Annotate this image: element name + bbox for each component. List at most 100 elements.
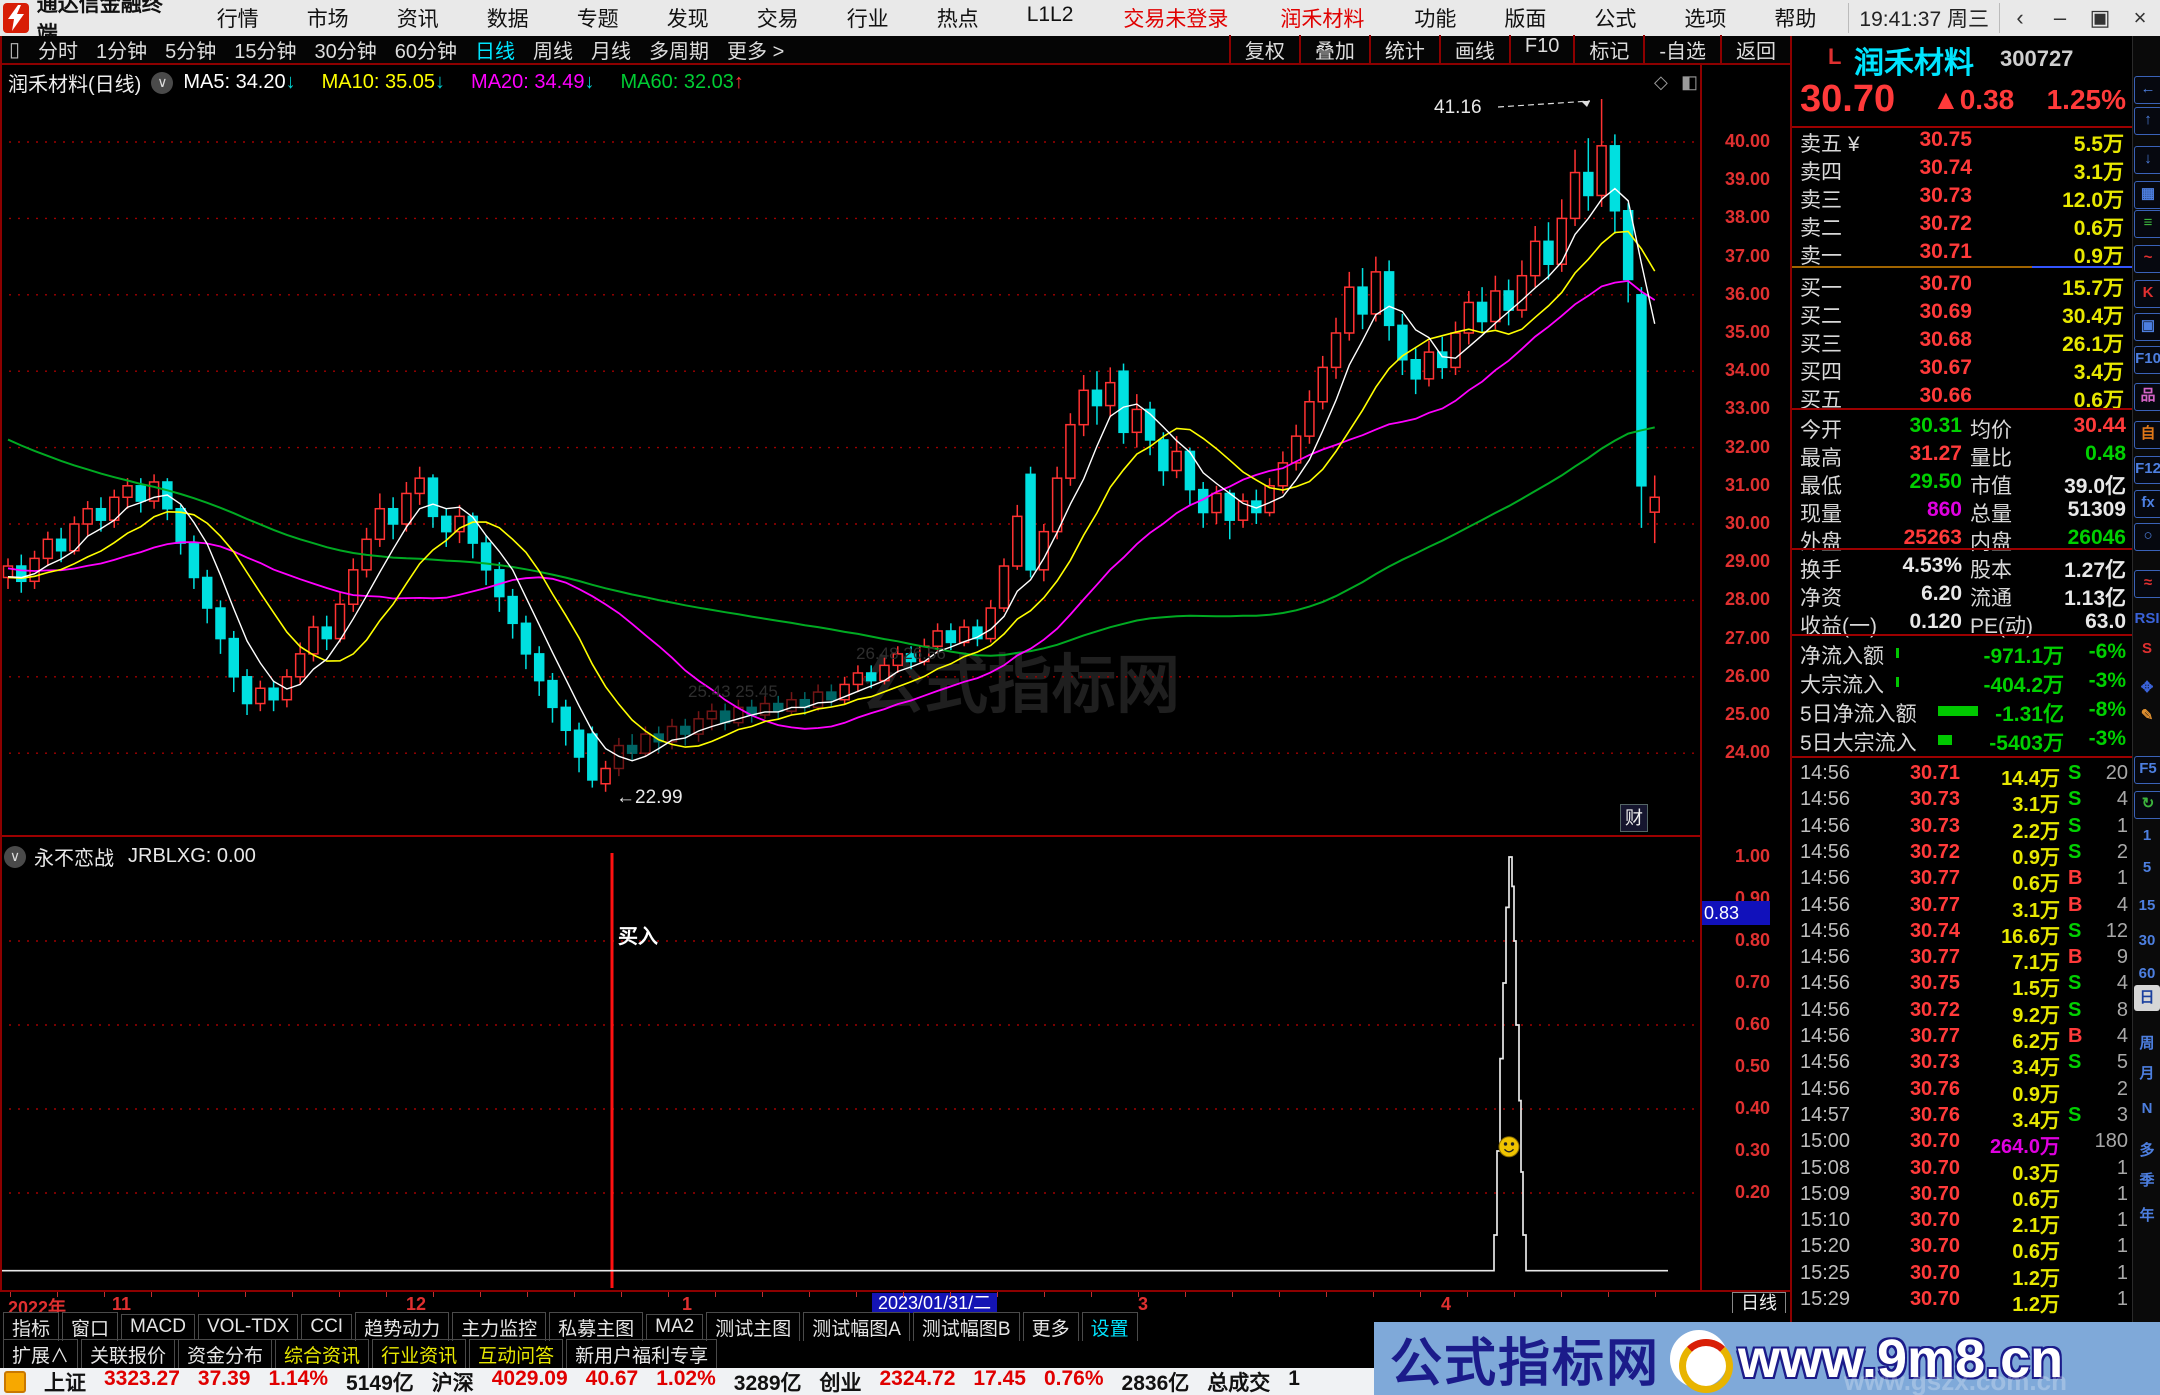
tab-MACD[interactable]: MACD [121,1314,195,1340]
period-60[interactable]: 60 [2138,965,2156,982]
quote-row-买四[interactable]: 买四 30.67 3.4万 [1800,356,2124,384]
tick-row[interactable]: 14:57 30.76 3.4万 S 3 [1800,1103,2128,1132]
period-周线[interactable]: 周线 [533,41,574,63]
tab-CCI[interactable]: CCI [301,1314,353,1340]
tick-row[interactable]: 14:56 30.72 0.9万 S 2 [1800,840,2128,869]
menu-item-选项[interactable]: 选项 [1684,8,1727,31]
rsi-icon[interactable]: RSI [2134,610,2160,627]
back-button[interactable]: ‹ [2016,5,2024,30]
split-window-icon[interactable]: ◧ [1681,72,1699,92]
custom-icon[interactable]: 自 [2134,421,2160,449]
period-5[interactable]: 5 [2142,859,2152,876]
menu-item-发现[interactable]: 发现 [666,8,709,31]
menu-item-热点[interactable]: 热点 [936,8,979,31]
quote-row-卖三[interactable]: 卖三 30.73 12.0万 [1800,184,2124,212]
circle-icon[interactable]: ○ [2134,523,2160,551]
toolbar-叠加[interactable]: 叠加 [1298,35,1369,64]
tick-row[interactable]: 14:56 30.77 6.2万 B 4 [1800,1025,2128,1053]
tick-row[interactable]: 14:56 30.77 0.6万 B 1 [1800,867,2128,896]
quote-board-icon[interactable]: ▦ [2134,181,2160,209]
period-日线[interactable]: 日线 [475,41,516,63]
quote-row-卖五[interactable]: 卖五 ¥30.75 5.5万 [1800,128,2124,156]
f12-icon[interactable]: F12 [2134,456,2160,484]
menu-item-L1L2[interactable]: L1L2 [1026,3,1074,26]
f5-icon[interactable]: F5 [2134,756,2160,784]
tick-row[interactable]: 14:56 30.71 14.4万 S 20 [1800,762,2128,790]
f10-icon[interactable]: F10 [2134,346,2160,374]
menu-item-市场[interactable]: 市场 [306,8,349,31]
toolbar-标记[interactable]: 标记 [1573,35,1643,64]
tick-row[interactable]: 15:25 30.70 1.2万 1 [1800,1261,2128,1290]
menu-item-功能[interactable]: 功能 [1414,8,1457,31]
period-15[interactable]: 15 [2138,897,2156,914]
quote-row-卖一[interactable]: 卖一 30.71 0.9万 [1800,240,2124,268]
toolbar-画线[interactable]: 画线 [1438,35,1509,64]
tick-row[interactable]: 14:56 30.77 3.1万 B 4 [1800,893,2128,922]
trend-line-icon[interactable]: ~ [2134,245,2160,273]
tick-row[interactable]: 14:56 30.76 0.9万 2 [1800,1077,2128,1106]
period-5分钟[interactable]: 5分钟 [165,41,217,63]
date-highlight[interactable]: 2023/01/31/二 [872,1293,998,1313]
tab-主力监控[interactable]: 主力监控 [452,1311,547,1343]
structure-icon[interactable]: 品 [2134,383,2160,411]
pages-icon[interactable]: ▣ [2134,313,2160,341]
tab-MA2[interactable]: MA2 [646,1314,704,1340]
kline-icon[interactable]: K [2134,280,2160,308]
finance-badge[interactable]: 财 [1620,804,1648,832]
tab-VOL-TDX[interactable]: VOL-TDX [197,1314,299,1340]
back-arrow-icon[interactable]: ← [2134,76,2160,104]
tick-row[interactable]: 15:10 30.70 2.1万 1 [1800,1209,2128,1238]
period-year[interactable]: 年 [2139,1207,2155,1224]
tick-row[interactable]: 14:56 30.72 9.2万 S 8 [1800,998,2128,1027]
period-更多 >[interactable]: 更多 > [727,41,785,63]
tab-窗口[interactable]: 窗口 [62,1311,119,1343]
refresh-icon[interactable]: ↻ [2134,791,2160,819]
tick-row[interactable]: 14:56 30.73 2.2万 S 1 [1800,814,2128,843]
minimize-button[interactable]: – [2053,5,2067,30]
tick-row[interactable]: 15:00 30.70 264.0万 180 [1800,1130,2128,1159]
toolbar-返回[interactable]: 返回 [1720,35,1790,64]
pencil-icon[interactable]: ✎ [2140,707,2154,724]
quote-row-卖四[interactable]: 卖四 30.74 3.1万 [1800,156,2124,184]
period-month[interactable]: 月 [2139,1065,2155,1082]
close-button[interactable]: × [2133,5,2147,30]
menu-item-帮助[interactable]: 帮助 [1774,8,1817,31]
menu-item-数据[interactable]: 数据 [486,8,529,31]
menu-item-资讯[interactable]: 资讯 [396,8,439,31]
detail-list-icon[interactable]: ≡ [2134,210,2160,238]
quote-row-卖二[interactable]: 卖二 30.72 0.6万 [1800,212,2124,240]
tab-新用户福利专享[interactable]: 新用户福利专享 [566,1339,718,1370]
tab-资金分布[interactable]: 资金分布 [178,1339,273,1370]
tab-指标[interactable]: 指标 [3,1311,60,1343]
tick-row[interactable]: 14:56 30.73 3.4万 S 5 [1800,1051,2128,1080]
quote-row-买一[interactable]: 买一 30.70 15.7万 [1800,272,2124,300]
layout-icon[interactable]: ▯ [9,39,21,61]
indicator-chart[interactable]: 买入 [0,835,1700,1290]
period-n[interactable]: N [2141,1100,2153,1117]
tab-设置[interactable]: 设置 [1081,1311,1138,1343]
tick-row[interactable]: 15:20 30.70 0.6万 1 [1800,1235,2128,1264]
tick-row[interactable]: 15:09 30.70 0.6万 1 [1800,1182,2128,1211]
tab-更多[interactable]: 更多 [1022,1311,1079,1343]
indicator-collapse-icon[interactable]: ∨ [4,845,26,868]
tab-综合资讯[interactable]: 综合资讯 [275,1339,370,1370]
tab-关联报价[interactable]: 关联报价 [81,1339,176,1370]
menu-item-版面[interactable]: 版面 [1504,8,1547,31]
up-arrow-icon[interactable]: ↑ [2134,107,2160,135]
tab-私募主图[interactable]: 私募主图 [549,1311,644,1343]
period-quarter[interactable]: 季 [2139,1172,2155,1189]
menu-item-专题[interactable]: 专题 [576,8,619,31]
period-30分钟[interactable]: 30分钟 [314,41,377,63]
quote-row-买二[interactable]: 买二 30.69 30.4万 [1800,300,2124,328]
period-multi[interactable]: 多 [2139,1142,2155,1159]
tick-row[interactable]: 14:56 30.74 16.6万 S 12 [1800,919,2128,948]
signal-icon[interactable]: S [2141,640,2152,657]
move-icon[interactable]: ✥ [2140,679,2154,696]
diamond-icon[interactable]: ◇ [1654,72,1668,92]
wave-icon[interactable]: ≈ [2134,570,2160,598]
toolbar-F10[interactable]: F10 [1508,35,1573,64]
tick-row[interactable]: 14:56 30.73 3.1万 S 4 [1800,788,2128,817]
tab-扩展∧[interactable]: 扩展∧ [3,1339,79,1370]
tick-row[interactable]: 14:56 30.75 1.5万 S 4 [1800,972,2128,1001]
